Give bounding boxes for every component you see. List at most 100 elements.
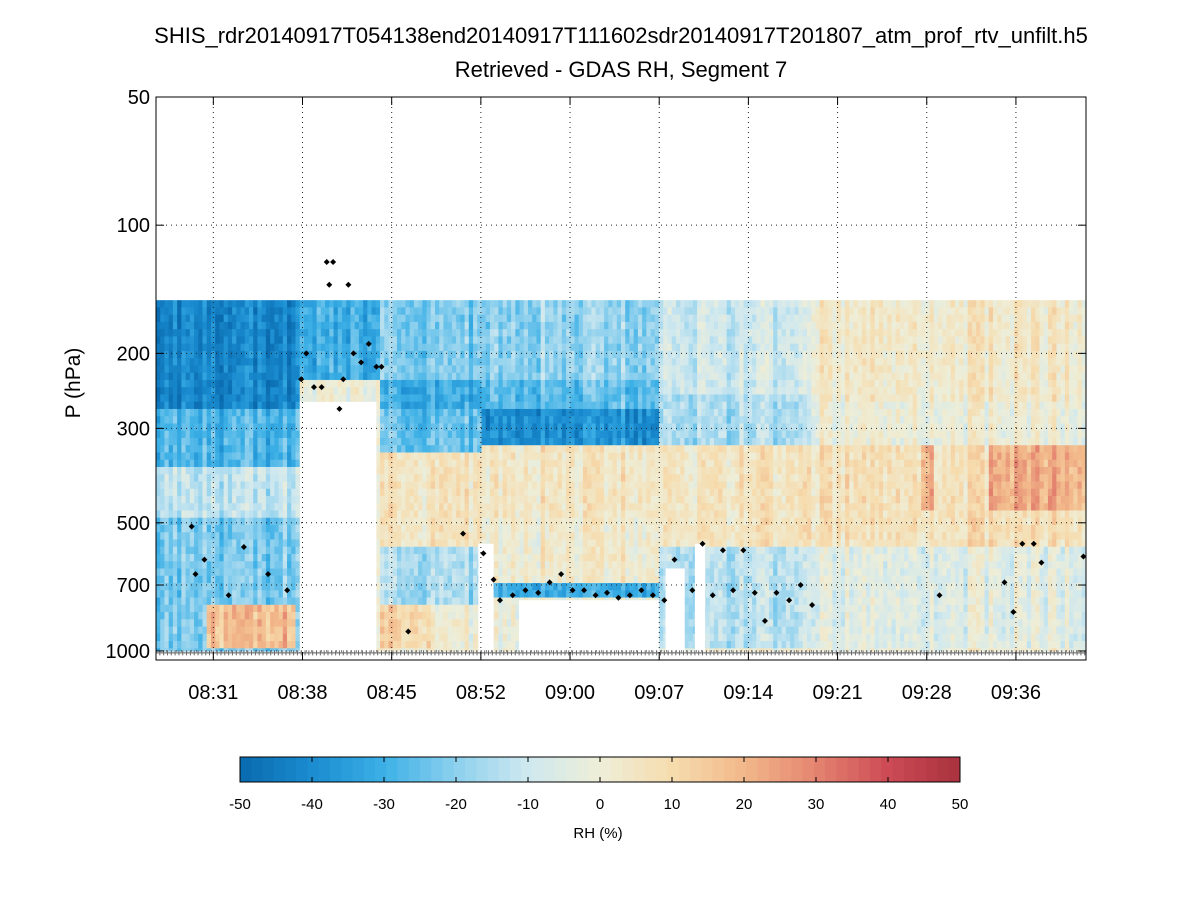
rh-cell bbox=[194, 619, 199, 628]
rh-cell bbox=[519, 394, 525, 403]
rh-cell bbox=[287, 394, 292, 403]
rh-cell bbox=[544, 546, 550, 555]
rh-cell bbox=[232, 517, 237, 526]
rh-cell bbox=[405, 590, 411, 599]
rh-cell bbox=[388, 307, 394, 316]
rh-cell bbox=[181, 481, 187, 490]
rh-cell bbox=[396, 430, 402, 439]
rh-cell bbox=[164, 394, 170, 403]
rh-cell bbox=[473, 554, 478, 562]
rh-cell bbox=[418, 321, 423, 330]
rh-cell bbox=[325, 365, 330, 374]
rh-cell bbox=[464, 554, 470, 562]
rh-cell bbox=[198, 474, 204, 483]
rh-cell bbox=[557, 590, 563, 599]
rh-cell bbox=[464, 474, 470, 483]
rh-cell bbox=[528, 437, 533, 446]
rh-cell bbox=[282, 401, 288, 410]
rh-cell bbox=[240, 321, 246, 330]
rh-cell bbox=[401, 575, 407, 584]
rh-cell bbox=[485, 343, 491, 352]
rh-cell bbox=[164, 648, 170, 652]
rh-cell bbox=[557, 539, 563, 548]
rh-cell bbox=[375, 583, 381, 591]
rh-cell bbox=[172, 423, 178, 432]
rh-cell bbox=[498, 445, 504, 454]
rh-cell bbox=[566, 314, 571, 323]
rh-cell bbox=[511, 554, 516, 562]
rh-cell bbox=[439, 401, 445, 410]
rh-cell bbox=[185, 387, 191, 396]
rh-cell bbox=[430, 408, 436, 417]
rh-cell bbox=[223, 648, 229, 652]
rh-cell bbox=[409, 300, 415, 309]
rh-cell bbox=[177, 416, 182, 425]
rh-cell bbox=[278, 358, 284, 367]
rh-cell bbox=[380, 612, 385, 620]
rh-cell bbox=[236, 408, 242, 417]
rh-cell bbox=[287, 452, 292, 461]
rh-cell bbox=[506, 416, 512, 425]
rh-cell bbox=[582, 401, 588, 410]
rh-cell bbox=[578, 561, 584, 570]
rh-cell bbox=[396, 590, 402, 599]
rh-cell bbox=[168, 495, 174, 504]
rh-cell bbox=[291, 517, 297, 526]
rh-cell bbox=[185, 394, 191, 403]
rh-cell bbox=[443, 372, 449, 381]
rh-cell bbox=[485, 437, 491, 446]
rh-cell bbox=[160, 423, 166, 432]
rh-cell bbox=[511, 329, 516, 338]
rh-cell bbox=[578, 445, 584, 454]
rh-cell bbox=[198, 314, 204, 323]
rh-cell bbox=[553, 539, 559, 548]
rh-cell bbox=[160, 619, 166, 628]
rh-cell bbox=[244, 379, 250, 388]
rh-cell bbox=[210, 539, 216, 548]
rh-cell bbox=[435, 503, 440, 512]
rh-cell bbox=[582, 445, 588, 454]
rh-cell bbox=[456, 329, 461, 338]
rh-cell bbox=[177, 307, 182, 316]
rh-cell bbox=[371, 379, 377, 388]
rh-cell bbox=[177, 329, 182, 338]
rh-cell bbox=[363, 307, 368, 316]
rh-cell bbox=[194, 350, 199, 359]
rh-cell bbox=[282, 300, 288, 309]
rh-cell bbox=[532, 481, 538, 490]
rh-cell bbox=[177, 408, 182, 417]
rh-cell bbox=[270, 517, 275, 526]
rh-cell bbox=[477, 336, 483, 345]
rh-cell bbox=[282, 474, 288, 483]
rh-cell bbox=[473, 474, 478, 483]
rh-cell bbox=[350, 394, 356, 403]
rh-cell bbox=[566, 358, 571, 367]
rh-cell bbox=[494, 329, 500, 338]
rh-cell bbox=[274, 459, 280, 468]
rh-cell bbox=[413, 575, 419, 584]
rh-cell bbox=[363, 314, 368, 323]
rh-cell bbox=[532, 503, 538, 512]
rh-cell bbox=[439, 641, 445, 649]
rh-cell bbox=[388, 626, 394, 635]
rh-cell bbox=[316, 365, 322, 374]
rh-cell bbox=[582, 503, 588, 512]
rh-cell bbox=[320, 314, 326, 323]
rh-cell bbox=[210, 619, 216, 628]
rh-cell bbox=[413, 394, 419, 403]
rh-cell bbox=[227, 546, 233, 555]
rh-cell bbox=[396, 466, 402, 475]
rh-cell bbox=[528, 423, 533, 432]
rh-cell bbox=[198, 546, 204, 555]
rh-cell bbox=[544, 437, 550, 446]
rh-cell bbox=[156, 583, 161, 591]
rh-cell bbox=[312, 387, 318, 396]
rh-cell bbox=[270, 568, 275, 577]
rh-cell bbox=[523, 532, 529, 541]
rh-cell bbox=[532, 539, 538, 548]
rh-cell bbox=[456, 365, 461, 374]
rh-cell bbox=[185, 336, 191, 345]
rh-cell bbox=[523, 503, 529, 512]
rh-cell bbox=[189, 641, 195, 649]
rh-cell bbox=[202, 423, 208, 432]
